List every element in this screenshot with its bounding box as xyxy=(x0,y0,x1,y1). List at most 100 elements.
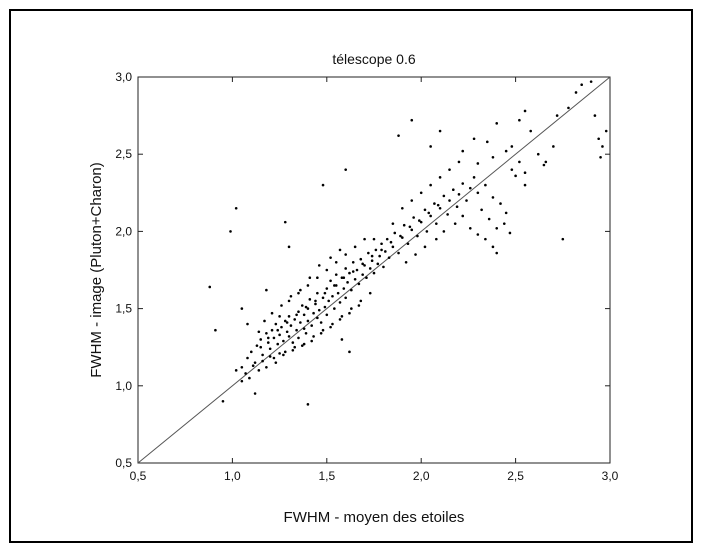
data-point xyxy=(385,237,389,241)
data-point xyxy=(221,399,225,403)
data-point xyxy=(287,335,291,338)
data-point xyxy=(344,253,347,256)
data-point xyxy=(342,287,346,290)
data-point xyxy=(346,281,349,284)
data-point xyxy=(408,225,412,229)
data-point xyxy=(438,206,442,210)
data-point xyxy=(325,287,329,290)
data-point xyxy=(278,315,281,318)
data-point xyxy=(321,183,325,187)
x-tick-label: 2,5 xyxy=(507,469,524,483)
data-point xyxy=(263,319,266,323)
data-point xyxy=(361,273,364,276)
y-tick-label: 2,0 xyxy=(115,224,132,238)
data-point xyxy=(274,322,278,326)
data-point xyxy=(368,267,372,270)
data-point xyxy=(253,392,257,395)
data-point xyxy=(266,336,270,340)
data-point xyxy=(214,328,217,332)
data-point xyxy=(529,129,533,133)
data-point xyxy=(438,129,442,133)
data-point xyxy=(348,271,351,275)
data-point xyxy=(363,264,366,267)
data-point xyxy=(401,206,404,210)
data-point xyxy=(419,220,423,224)
data-point xyxy=(319,332,323,335)
data-point xyxy=(446,213,449,216)
data-point xyxy=(397,134,400,137)
data-point xyxy=(342,276,346,280)
data-point xyxy=(453,222,457,225)
data-point xyxy=(389,240,393,244)
data-point xyxy=(208,285,212,289)
data-point xyxy=(435,237,438,241)
data-point xyxy=(433,202,436,205)
data-point xyxy=(485,140,489,144)
data-point xyxy=(259,338,263,341)
data-point xyxy=(299,321,302,324)
data-point xyxy=(295,313,298,317)
data-point xyxy=(412,216,415,219)
data-point xyxy=(302,327,306,330)
data-point xyxy=(240,379,244,383)
y-tick-label: 2,5 xyxy=(115,147,132,161)
data-point xyxy=(314,299,317,303)
data-point xyxy=(359,257,363,261)
data-point xyxy=(300,344,304,347)
data-point xyxy=(438,176,442,179)
data-point xyxy=(316,291,319,295)
data-point xyxy=(265,288,268,292)
data-point xyxy=(316,276,319,280)
data-point xyxy=(314,302,317,306)
data-point xyxy=(287,299,291,303)
data-point xyxy=(404,260,408,264)
data-point xyxy=(312,335,315,338)
y-tick-label: 3,0 xyxy=(115,70,132,84)
data-point xyxy=(523,171,527,175)
data-point xyxy=(435,222,438,225)
data-point xyxy=(329,279,332,283)
data-point xyxy=(502,222,506,225)
data-point xyxy=(372,237,376,241)
data-point xyxy=(484,237,487,241)
data-point xyxy=(363,237,366,241)
data-point xyxy=(499,202,502,205)
data-point xyxy=(310,324,313,327)
data-point xyxy=(312,311,315,315)
data-point xyxy=(391,245,395,249)
data-point xyxy=(589,80,593,83)
data-point xyxy=(351,270,355,273)
data-point xyxy=(287,245,291,249)
data-point xyxy=(265,332,268,335)
x-tick-label: 3,0 xyxy=(602,469,619,483)
data-point xyxy=(378,254,381,258)
data-point xyxy=(240,307,244,310)
data-point xyxy=(476,191,480,195)
data-point xyxy=(310,339,313,343)
data-point xyxy=(504,149,508,153)
data-point xyxy=(282,339,285,343)
data-point xyxy=(317,264,321,267)
x-axis: 0,5 1,0 1,5 2,0 2,5 3,0 xyxy=(130,77,619,483)
data-point xyxy=(357,304,361,307)
data-point xyxy=(304,305,308,309)
data-point xyxy=(257,369,261,372)
data-point xyxy=(491,155,495,159)
data-point xyxy=(427,211,431,215)
data-point xyxy=(410,199,414,202)
data-point xyxy=(316,316,319,320)
data-point xyxy=(300,304,304,307)
data-point xyxy=(325,313,329,317)
x-axis-title: FWHM - moyen des etoiles xyxy=(284,509,465,526)
data-point xyxy=(280,325,283,329)
data-point xyxy=(246,356,249,360)
data-point xyxy=(278,333,281,337)
data-point xyxy=(340,315,344,318)
data-point xyxy=(308,298,312,301)
y-tick-label: 1,5 xyxy=(115,302,132,316)
data-point xyxy=(282,353,285,357)
data-point xyxy=(321,296,325,300)
data-point xyxy=(283,220,287,224)
data-point xyxy=(350,307,353,310)
data-point xyxy=(306,284,310,287)
